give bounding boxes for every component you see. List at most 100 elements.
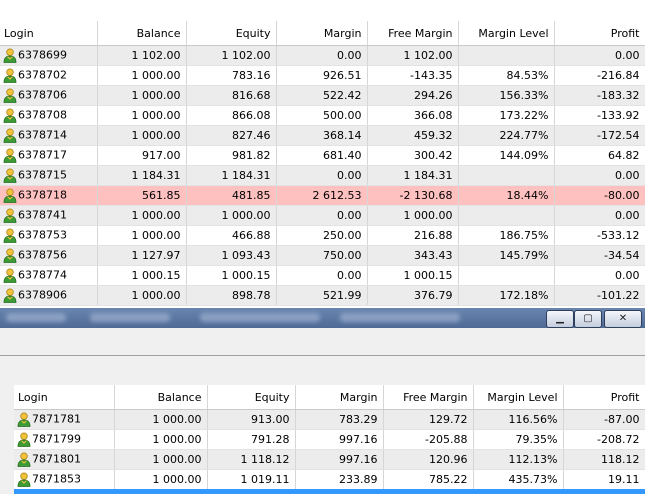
equity-cell: 481.85 bbox=[186, 185, 277, 206]
free-margin-cell: 300.42 bbox=[367, 145, 459, 166]
equity-cell: 1 093.43 bbox=[186, 245, 277, 266]
col-header-login[interactable]: Login bbox=[0, 21, 98, 46]
table-row[interactable]: 6378706 1 000.00 816.68 522.42 294.26 156.33%… bbox=[0, 85, 645, 106]
col-header-margin[interactable]: Margin bbox=[295, 385, 384, 410]
user-icon bbox=[3, 108, 17, 123]
minimize-button[interactable]: ▁ bbox=[546, 310, 574, 328]
table-row[interactable]: 6378702 1 000.00 783.16 926.51 -143.35 84.53%… bbox=[0, 65, 645, 86]
login-cell: 6378718 bbox=[0, 185, 98, 206]
col-header-profit[interactable]: Profit bbox=[554, 21, 645, 46]
col-header-free-margin[interactable]: Free Margin bbox=[367, 21, 459, 46]
table-row[interactable]: 6378756 1 127.97 1 093.43 750.00 343.43 145.7… bbox=[0, 245, 645, 266]
login-cell: 6378756 bbox=[0, 245, 98, 266]
col-header-login[interactable]: Login bbox=[14, 385, 115, 410]
profit-cell: -101.22 bbox=[554, 285, 645, 306]
margin-level-cell: 145.79% bbox=[458, 245, 555, 266]
margin-level-cell bbox=[458, 265, 555, 286]
login-cell: 6378906 bbox=[0, 285, 98, 306]
table-row[interactable]: 6378708 1 000.00 866.08 500.00 366.08 173.22%… bbox=[0, 105, 645, 126]
login-cell: 6378774 bbox=[0, 265, 98, 286]
margin-cell: 997.16 bbox=[295, 449, 384, 470]
margin-level-cell: 186.75% bbox=[458, 225, 555, 246]
blurred-title bbox=[340, 313, 460, 322]
free-margin-cell: 1 184.31 bbox=[367, 165, 459, 186]
table-row[interactable]: 7871781 1 000.00 913.00 783.29 129.72 116.56%… bbox=[14, 409, 645, 430]
login-value: 6378756 bbox=[18, 248, 67, 262]
table-row[interactable]: 7871853 1 000.00 1 019.11 233.89 785.22 435.7… bbox=[14, 469, 645, 490]
equity-cell: 1 000.00 bbox=[186, 205, 277, 226]
col-header-equity[interactable]: Equity bbox=[207, 385, 296, 410]
user-icon bbox=[3, 208, 17, 223]
col-header-free-margin[interactable]: Free Margin bbox=[383, 385, 474, 410]
login-cell: 7871781 bbox=[14, 409, 115, 430]
table-row[interactable]: 6378753 1 000.00 466.88 250.00 216.88 186.75%… bbox=[0, 225, 645, 246]
equity-cell: 898.78 bbox=[186, 285, 277, 306]
login-value: 6378699 bbox=[18, 48, 67, 62]
user-icon bbox=[17, 452, 31, 467]
bottom-table-header: Login Balance Equity Margin Free Margin … bbox=[14, 385, 645, 410]
margin-cell: 522.42 bbox=[276, 85, 368, 106]
margin-cell: 0.00 bbox=[276, 165, 368, 186]
divider bbox=[0, 355, 645, 356]
table-row[interactable]: 6378715 1 184.31 1 184.31 0.00 1 184.31 0.00 bbox=[0, 165, 645, 186]
margin-level-cell: 18.44% bbox=[458, 185, 555, 206]
taskbar-window: ▁ ▢ ✕ bbox=[0, 308, 645, 328]
bottom-accounts-panel: Login Balance Equity Margin Free Margin … bbox=[0, 385, 645, 494]
left-gutter bbox=[0, 385, 14, 494]
balance-cell: 1 000.00 bbox=[97, 285, 187, 306]
free-margin-cell: 120.96 bbox=[383, 449, 474, 470]
equity-cell: 466.88 bbox=[186, 225, 277, 246]
login-cell: 7871801 bbox=[14, 449, 115, 470]
col-header-profit[interactable]: Profit bbox=[563, 385, 645, 410]
equity-cell: 791.28 bbox=[207, 429, 296, 450]
balance-cell: 1 000.00 bbox=[97, 85, 187, 106]
table-row[interactable]: 6378774 1 000.15 1 000.15 0.00 1 000.15 0.00 bbox=[0, 265, 645, 286]
login-cell: 6378714 bbox=[0, 125, 98, 146]
col-header-balance[interactable]: Balance bbox=[114, 385, 208, 410]
margin-cell: 681.40 bbox=[276, 145, 368, 166]
free-margin-cell: 1 000.15 bbox=[367, 265, 459, 286]
col-header-margin-level[interactable]: Margin Level bbox=[473, 385, 564, 410]
margin-level-cell bbox=[458, 165, 555, 186]
col-header-margin[interactable]: Margin bbox=[276, 21, 368, 46]
profit-cell: 118.12 bbox=[563, 449, 645, 470]
user-icon bbox=[3, 88, 17, 103]
table-row[interactable]: 7871799 1 000.00 791.28 997.16 -205.88 79.35%… bbox=[14, 429, 645, 450]
table-row[interactable]: 6378714 1 000.00 827.46 368.14 459.32 224.77%… bbox=[0, 125, 645, 146]
selected-row[interactable] bbox=[14, 489, 645, 494]
balance-cell: 1 000.15 bbox=[97, 265, 187, 286]
margin-cell: 368.14 bbox=[276, 125, 368, 146]
margin-cell: 0.00 bbox=[276, 265, 368, 286]
margin-level-cell: 156.33% bbox=[458, 85, 555, 106]
margin-cell: 0.00 bbox=[276, 45, 368, 66]
top-accounts-panel: Login Balance Equity Margin Free Margin … bbox=[0, 21, 645, 306]
margin-level-cell: 84.53% bbox=[458, 65, 555, 86]
free-margin-cell: 1 000.00 bbox=[367, 205, 459, 226]
login-value: 7871781 bbox=[32, 412, 81, 426]
col-header-balance[interactable]: Balance bbox=[97, 21, 187, 46]
margin-cell: 0.00 bbox=[276, 205, 368, 226]
balance-cell: 1 000.00 bbox=[114, 449, 208, 470]
col-header-margin-level[interactable]: Margin Level bbox=[458, 21, 555, 46]
free-margin-cell: 376.79 bbox=[367, 285, 459, 306]
close-button[interactable]: ✕ bbox=[604, 310, 642, 328]
col-header-equity[interactable]: Equity bbox=[186, 21, 277, 46]
table-row[interactable]: 6378717 917.00 981.82 681.40 300.42 144.09% 64… bbox=[0, 145, 645, 166]
margin-level-cell bbox=[458, 45, 555, 66]
blurred-title bbox=[6, 313, 66, 322]
margin-cell: 783.29 bbox=[295, 409, 384, 430]
login-cell: 6378708 bbox=[0, 105, 98, 126]
margin-level-cell: 173.22% bbox=[458, 105, 555, 126]
login-cell: 6378741 bbox=[0, 205, 98, 226]
table-row[interactable]: 7871801 1 000.00 1 118.12 997.16 120.96 112.1… bbox=[14, 449, 645, 470]
table-row[interactable]: 6378718 561.85 481.85 2 612.53 -2 130.68 18.4… bbox=[0, 185, 645, 206]
table-row[interactable]: 6378741 1 000.00 1 000.00 0.00 1 000.00 0.00 bbox=[0, 205, 645, 226]
balance-cell: 1 000.00 bbox=[114, 469, 208, 490]
login-cell: 6378753 bbox=[0, 225, 98, 246]
balance-cell: 917.00 bbox=[97, 145, 187, 166]
maximize-button[interactable]: ▢ bbox=[574, 310, 602, 328]
equity-cell: 913.00 bbox=[207, 409, 296, 430]
margin-level-cell: 112.13% bbox=[473, 449, 564, 470]
table-row[interactable]: 6378906 1 000.00 898.78 521.99 376.79 172.18%… bbox=[0, 285, 645, 306]
table-row[interactable]: 6378699 1 102.00 1 102.00 0.00 1 102.00 0.00 bbox=[0, 45, 645, 66]
